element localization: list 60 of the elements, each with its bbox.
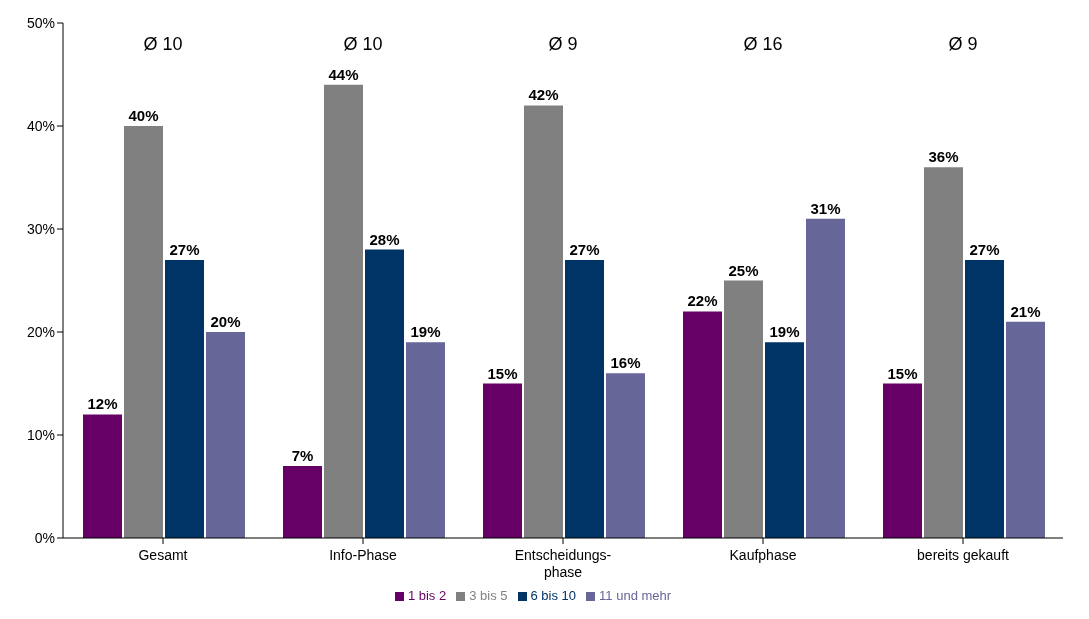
- data-label: 27%: [969, 240, 1000, 258]
- data-label: 36%: [928, 148, 959, 166]
- bar: [724, 280, 763, 538]
- x-tick-label: Entscheidungs-phase: [514, 547, 612, 580]
- annotation: Ø 10: [143, 33, 183, 54]
- data-label: 16%: [610, 354, 641, 372]
- bar: [324, 84, 363, 538]
- bar: [883, 383, 922, 538]
- data-label: 21%: [1010, 302, 1041, 320]
- data-label: 40%: [128, 107, 159, 124]
- y-tick-label: 10%: [26, 426, 55, 443]
- y-tick-label: 0%: [34, 529, 55, 546]
- data-label: 15%: [887, 364, 918, 382]
- y-tick-label: 40%: [26, 117, 55, 134]
- data-label: 19%: [769, 323, 800, 341]
- data-label: 22%: [687, 292, 718, 310]
- bar: [683, 311, 722, 538]
- annotation: Ø 10: [343, 33, 383, 54]
- bar: [924, 167, 963, 538]
- annotation: Ø 9: [948, 33, 978, 54]
- x-tick-label: Info-Phase: [329, 547, 398, 563]
- bar: [406, 342, 445, 538]
- bar: [124, 126, 163, 538]
- bar: [206, 332, 245, 538]
- legend-label: 3 bis 5: [469, 588, 508, 603]
- data-label: 15%: [487, 364, 518, 382]
- data-label: 42%: [528, 86, 559, 104]
- bar: [606, 373, 645, 538]
- bar: [165, 259, 204, 538]
- y-tick-label: 30%: [26, 220, 55, 237]
- data-label: 27%: [569, 240, 600, 258]
- legend-label: 11 und mehr: [599, 588, 672, 603]
- x-tick-label: Kaufphase: [729, 547, 797, 563]
- data-label: 31%: [810, 199, 841, 217]
- bar: [283, 465, 322, 538]
- legend-label: 1 bis 2: [407, 588, 447, 603]
- data-label: 12%: [87, 395, 118, 413]
- x-tick-label: Gesamt: [138, 547, 188, 563]
- data-label: 7%: [291, 446, 314, 464]
- bar: [365, 249, 404, 538]
- bar: [524, 105, 563, 538]
- y-tick-label: 20%: [26, 323, 55, 340]
- y-tick-label: 50%: [26, 14, 55, 31]
- data-label: 20%: [210, 313, 241, 330]
- bar: [83, 414, 122, 538]
- x-tick-label: bereits gekauft: [917, 547, 1010, 563]
- bar: [965, 259, 1004, 538]
- bar: [806, 218, 845, 538]
- legend-label: 6 bis 10: [530, 588, 577, 603]
- bar: [565, 259, 604, 538]
- bar: [483, 383, 522, 538]
- data-label: 25%: [728, 261, 759, 279]
- bar: [1006, 321, 1045, 538]
- data-label: 19%: [410, 323, 441, 341]
- annotation: Ø 16: [743, 33, 783, 54]
- annotation: Ø 9: [548, 33, 578, 54]
- data-label: 28%: [369, 230, 400, 248]
- data-label: 27%: [169, 240, 200, 258]
- data-label: 44%: [328, 65, 359, 83]
- bar: [765, 342, 804, 538]
